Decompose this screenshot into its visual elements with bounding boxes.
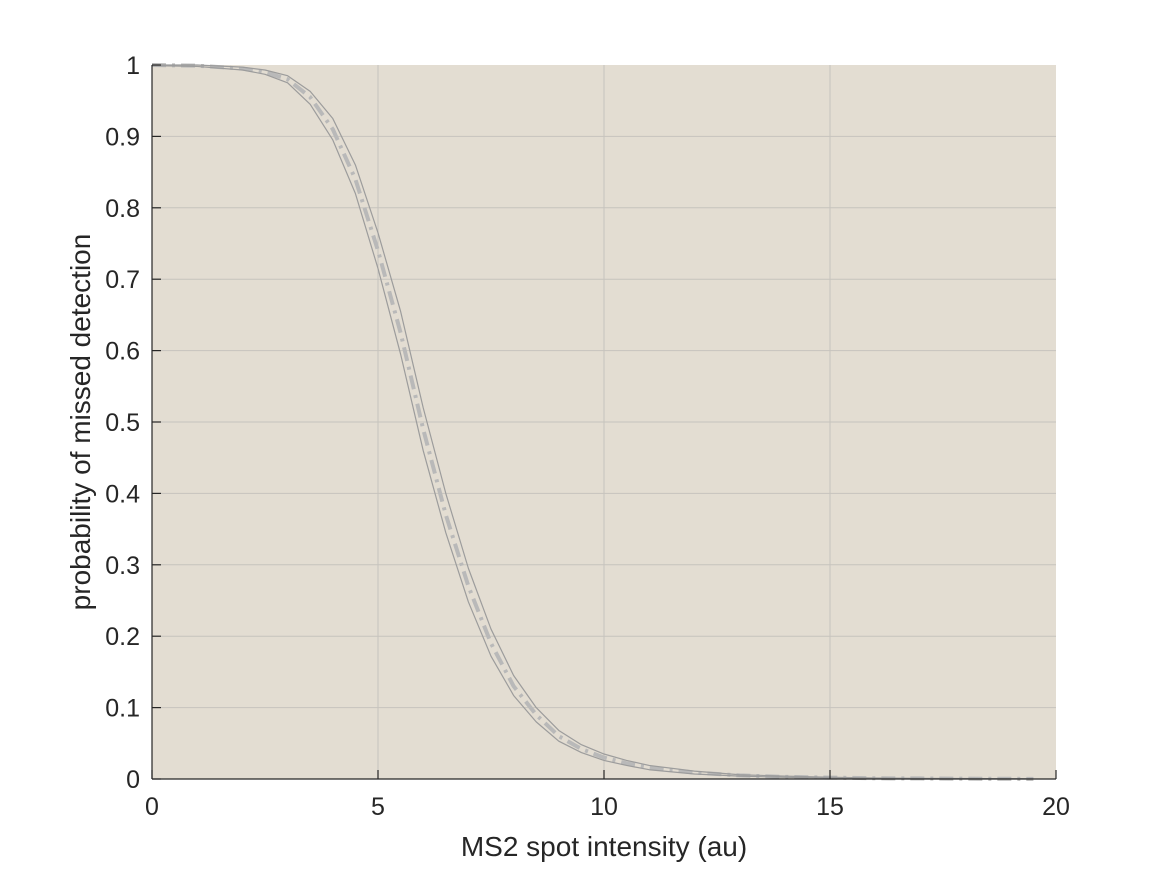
tick-labels: 0 5 10 15 20 0 0.1 0.2 0.3 0.4 0.5 0.6 0.7 0.8 0.9 1	[105, 52, 1070, 821]
series-line-band-upper	[152, 64, 1034, 780]
y-tick-label-2: 0.2	[105, 623, 140, 651]
x-tick-label-2: 10	[590, 793, 618, 821]
x-tick-label-3: 15	[816, 793, 844, 821]
y-tick-label-9: 0.9	[105, 123, 140, 151]
series-line-band-lower	[151, 65, 1034, 780]
series-layer	[151, 63, 1034, 781]
y-tick-label-0: 0	[126, 766, 140, 794]
y-tick-label-4: 0.4	[105, 480, 140, 508]
tick-marks	[151, 64, 1057, 780]
y-tick-label-6: 0.6	[105, 338, 140, 366]
x-tick-label-1: 5	[371, 793, 385, 821]
y-tick-label-7: 0.7	[105, 266, 140, 294]
y-axis-label: probability of missed detection	[65, 234, 96, 611]
y-tick-label-8: 0.8	[105, 195, 140, 223]
y-tick-label-3: 0.3	[105, 552, 140, 580]
x-tick-label-4: 20	[1042, 793, 1070, 821]
grid-lines	[152, 65, 1056, 779]
y-tick-label-1: 0.1	[105, 695, 140, 723]
y-tick-label-5: 0.5	[105, 409, 140, 437]
y-tick-label-10: 1	[126, 52, 140, 80]
x-tick-label-0: 0	[145, 793, 159, 821]
x-axis-label: MS2 spot intensity (au)	[461, 831, 747, 862]
